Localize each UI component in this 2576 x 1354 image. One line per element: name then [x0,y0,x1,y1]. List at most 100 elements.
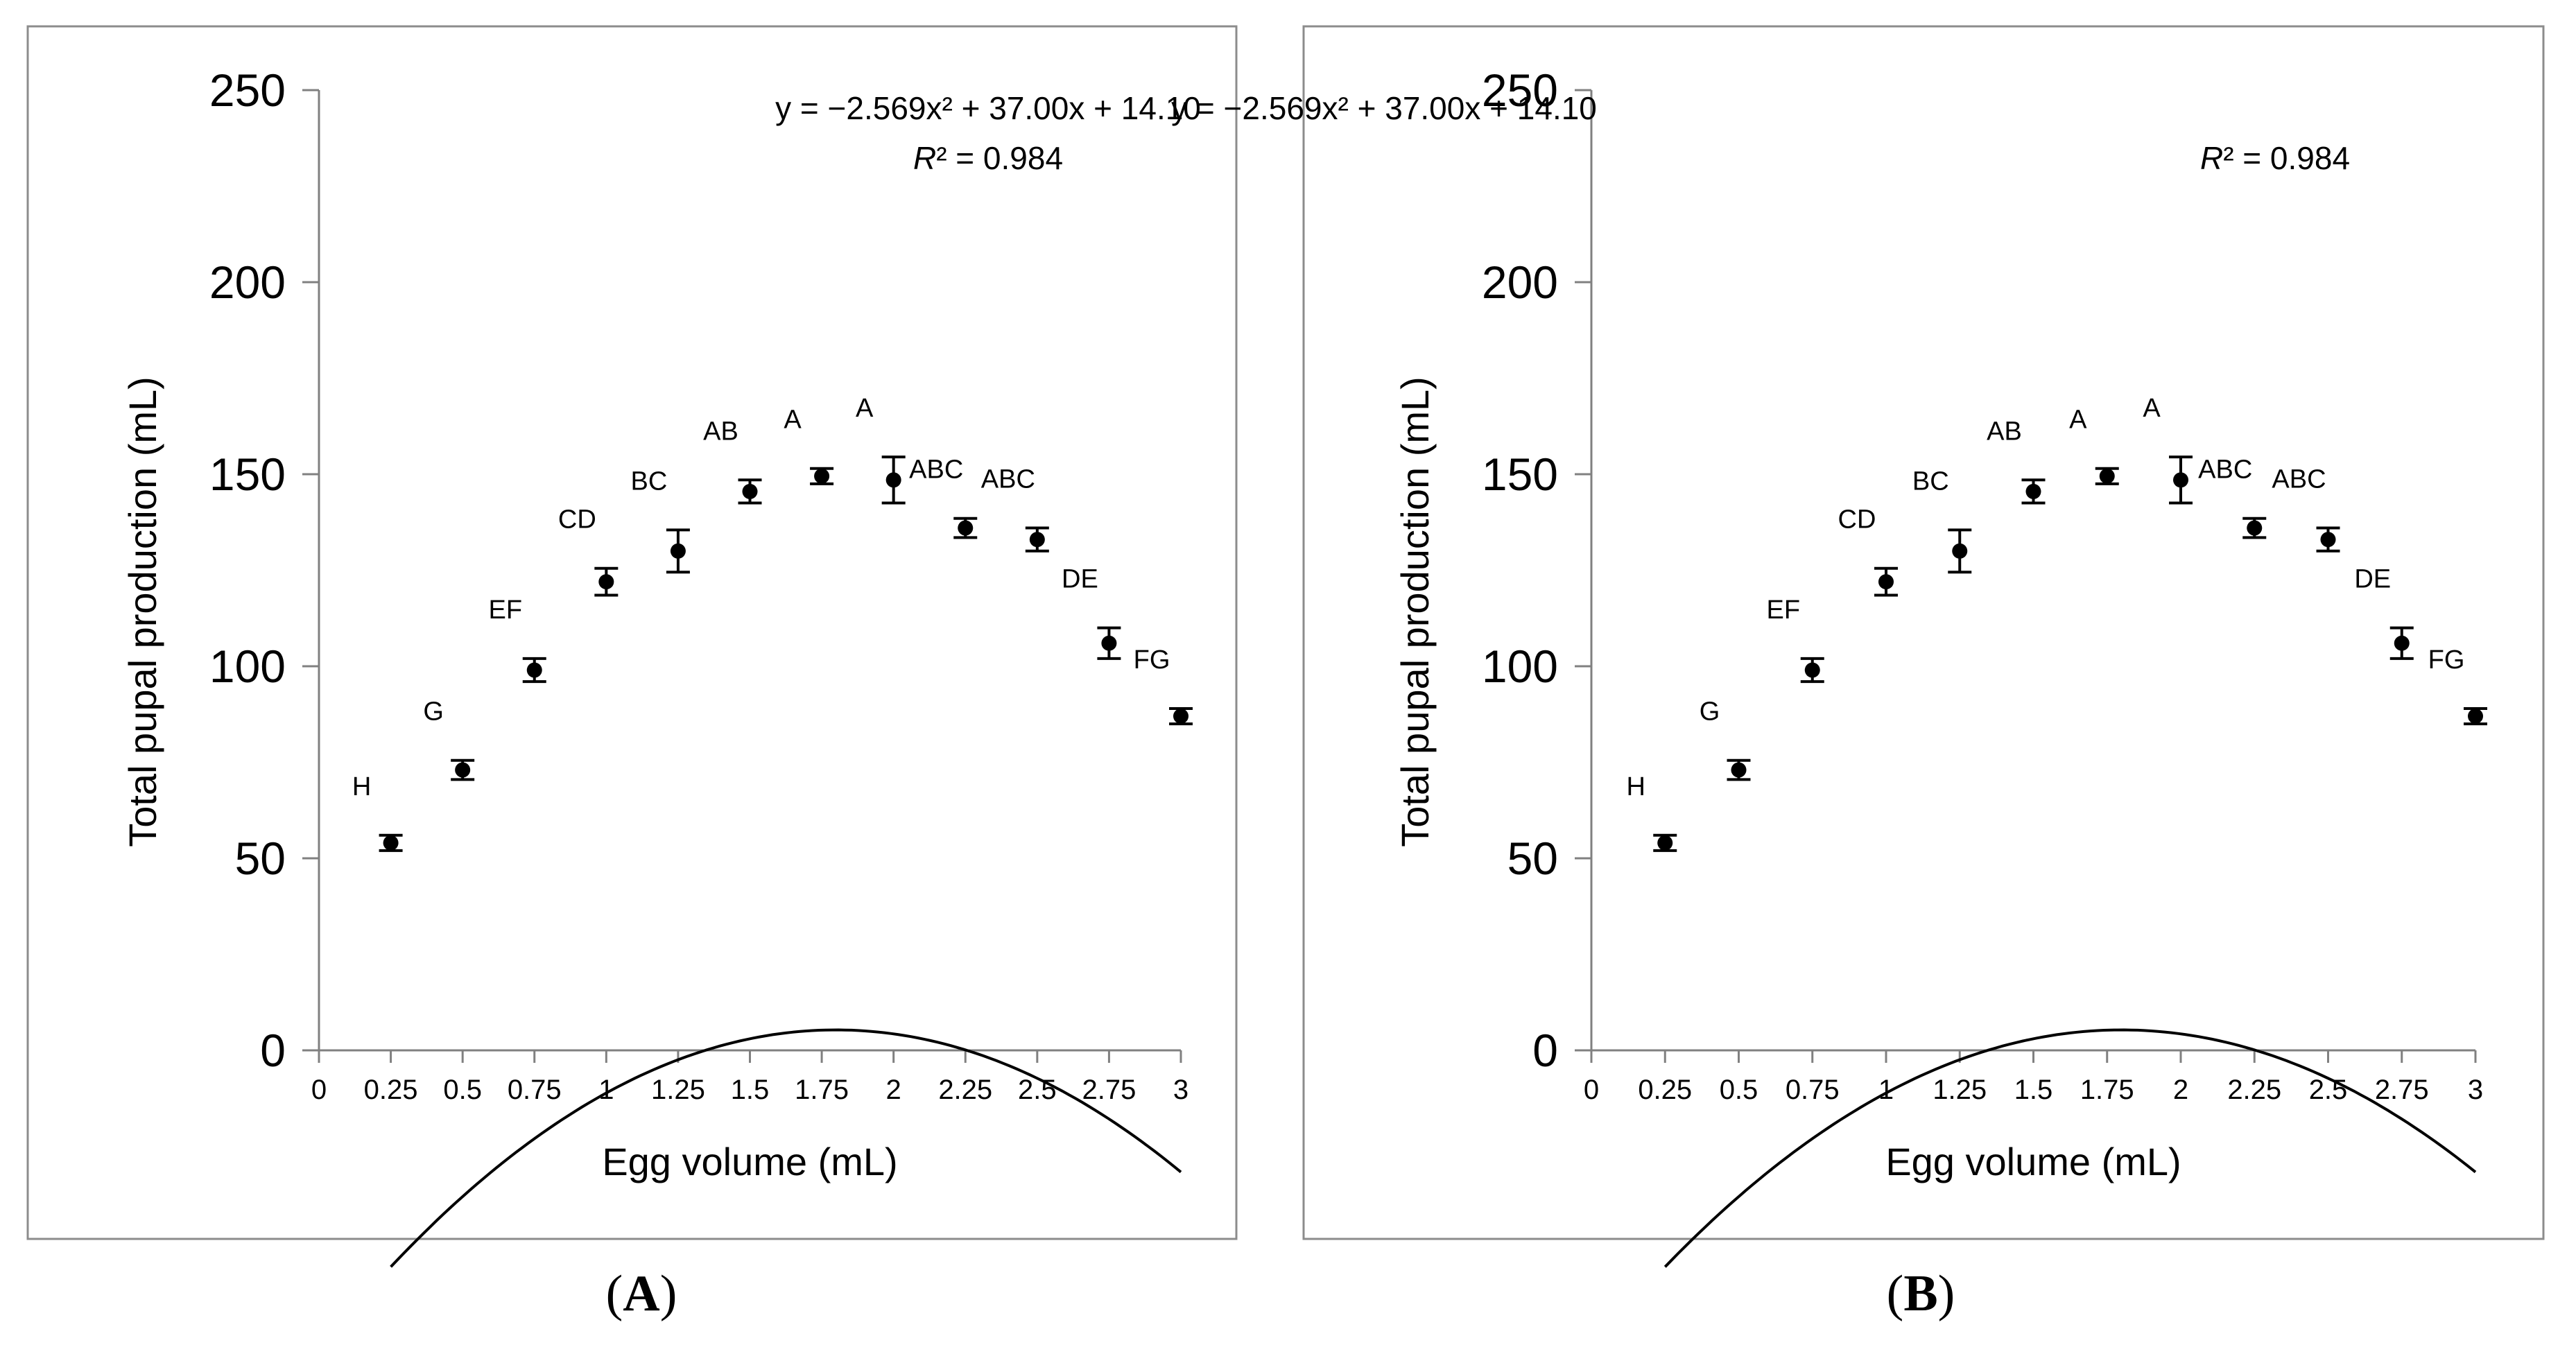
panel-caption: (A) [606,1265,677,1322]
data-point [2025,483,2041,499]
y-axis-title: Total pupal production (mL) [121,376,164,847]
x-tick-label: 3 [2468,1075,2483,1105]
y-tick-label: 100 [209,641,286,692]
data-point [598,574,614,590]
x-tick-label: 0 [1584,1075,1599,1105]
data-point [814,468,830,484]
x-tick-label: 3 [1173,1075,1188,1105]
x-tick-label: 2.25 [938,1075,992,1105]
panel-frame [26,25,1238,1240]
significance-letter: ABC [2272,465,2326,494]
data-point [383,835,399,851]
significance-letter: DE [1062,565,1098,594]
r-squared-value: ² = 0.984 [936,140,1063,176]
y-tick-label: 50 [1507,833,1558,884]
significance-letter: A [2069,406,2087,435]
x-tick-label: 0.75 [1786,1075,1840,1105]
data-point [2468,709,2483,724]
significance-letter: BC [1912,467,1949,496]
data-point [1878,574,1894,590]
y-tick-label: 150 [209,449,286,500]
x-tick-label: 0.25 [1638,1075,1692,1105]
x-tick-label: 1.5 [731,1075,770,1105]
x-axis-title: Egg volume (mL) [602,1140,897,1183]
significance-letter: A [2143,394,2161,423]
x-tick-label: 0 [311,1075,327,1105]
panel-letter: B [1903,1265,1937,1322]
data-point [1029,532,1045,548]
significance-letter: H [352,772,371,801]
fit-curve [390,1028,1182,1268]
x-tick-label: 0.5 [443,1075,482,1105]
fit-curve [1663,1028,2477,1268]
r-squared: R² = 0.984 [2200,140,2350,176]
y-tick-label: 50 [235,833,286,884]
r-squared: R² = 0.984 [913,140,1063,176]
x-tick-label: 1.75 [2080,1075,2134,1105]
chart-panel-b: 0 50 100 150 200 250 0 0.25 0.5 0.75 1 1.25 1.5 1.75 2… [1171,25,2545,1268]
r-squared-symbol: R [2200,140,2223,176]
significance-letter: G [1700,697,1720,727]
r-squared-value: ² = 0.984 [2223,140,2350,176]
significance-letter: EF [488,596,522,625]
x-tick-label: 1.75 [795,1075,849,1105]
y-tick-label: 250 [1482,64,1558,116]
x-tick-label: 2.25 [2227,1075,2281,1105]
data-point [2099,468,2115,484]
y-tick-label: 150 [1482,449,1558,500]
y-tick-label: 0 [260,1025,286,1076]
significance-letter: A [856,394,874,423]
data-point [2394,635,2410,651]
significance-letter: BC [631,467,668,496]
y-axis-title: Total pupal production (mL) [1393,376,1437,847]
x-tick-label: 0.25 [364,1075,418,1105]
data-point [2320,532,2336,548]
panel-letter: A [623,1265,659,1322]
data-point [2173,472,2188,488]
data-point [742,483,758,499]
significance-letter: CD [558,505,596,535]
y-tick-label: 250 [209,64,286,116]
data-point [1657,835,1673,851]
x-tick-label: 1 [598,1075,614,1105]
data-point [1731,762,1747,778]
x-tick-label: 0.5 [1720,1075,1758,1105]
significance-letter: FG [2428,645,2465,675]
x-tick-label: 2 [2173,1075,2188,1105]
significance-letter: AB [703,417,738,446]
significance-letter: G [423,697,444,727]
y-tick-label: 200 [209,257,286,308]
significance-letter: ABC [2198,455,2252,485]
x-tick-label: 1.25 [651,1075,705,1105]
data-point [958,520,974,536]
x-axis-title: Egg volume (mL) [1885,1140,2181,1183]
data-point [455,762,471,778]
panel-caption: (B) [1887,1265,1955,1322]
fit-equation: y = −2.569x² + 37.00x + 14.10 [775,90,1201,126]
significance-letter: ABC [981,465,1035,494]
data-point [885,472,901,488]
fit-equation: y = −2.569x² + 37.00x + 14.10 [1171,90,1597,126]
y-tick-label: 0 [1532,1025,1558,1076]
r-squared-symbol: R [913,140,936,176]
significance-letter: H [1627,772,1645,801]
significance-letter: DE [2354,565,2391,594]
panel-frame [1302,25,2545,1240]
data-point [1952,543,1968,559]
data-point [670,543,686,559]
x-tick-label: 1.25 [1933,1075,1987,1105]
x-tick-label: 0.75 [508,1075,562,1105]
y-tick-label: 100 [1482,641,1558,692]
data-point [1173,709,1188,724]
significance-letter: ABC [909,455,963,485]
data-point [1101,635,1117,651]
significance-letter: FG [1134,645,1170,675]
significance-letter: AB [1987,417,2022,446]
x-tick-label: 1 [1878,1075,1894,1105]
data-point [526,662,542,678]
x-tick-label: 1.5 [2014,1075,2053,1105]
data-point [2247,520,2263,536]
significance-letter: A [784,406,802,435]
y-tick-label: 200 [1482,257,1558,308]
